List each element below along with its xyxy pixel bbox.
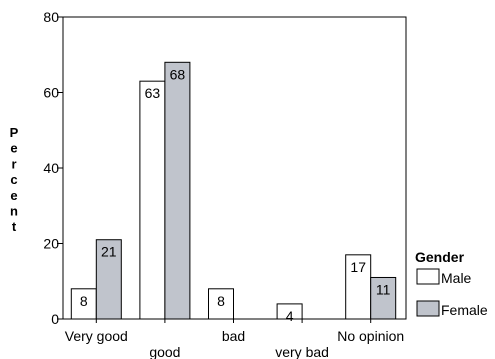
y-axis-title-letter: t (12, 219, 17, 234)
legend: Gender Male Female (415, 249, 488, 318)
x-axis: Very good good bad very bad No opinion (65, 319, 404, 359)
x-category-label: No opinion (337, 328, 404, 344)
data-label: 8 (217, 293, 225, 309)
x-category-label: good (149, 344, 180, 359)
x-category-label: Very good (65, 328, 128, 344)
y-axis: 0 20 40 60 80 (43, 9, 63, 327)
legend-label-female: Female (441, 302, 488, 318)
bar-female-0 (95, 239, 122, 320)
legend-swatch-female (416, 300, 440, 317)
y-tick-label: 80 (43, 9, 59, 25)
bar-female-4 (370, 276, 397, 320)
legend-title: Gender (415, 249, 465, 265)
y-axis-title-letter: r (11, 156, 16, 171)
data-label: 11 (376, 281, 391, 297)
bar-male-2 (208, 288, 234, 320)
bars: 8 21 63 68 8 4 17 11 (70, 61, 397, 324)
data-label: 21 (101, 244, 117, 260)
data-label: 8 (80, 293, 88, 309)
y-axis-title-letter: P (10, 125, 19, 140)
data-label: 63 (145, 85, 161, 101)
bar-male-3 (276, 303, 303, 320)
y-axis-title-letter: e (10, 188, 17, 203)
legend-label-male: Male (441, 270, 472, 286)
y-tick-label: 20 (43, 236, 59, 252)
bar-male-4 (345, 254, 372, 320)
y-axis-title-letter: c (10, 172, 17, 187)
y-tick-label: 40 (43, 160, 59, 176)
y-tick-label: 0 (51, 311, 59, 327)
data-label: 68 (170, 66, 186, 82)
y-axis-title-letter: e (10, 141, 17, 156)
data-label: 4 (286, 308, 294, 324)
y-axis-title-letter: n (10, 204, 18, 219)
bar-female-1 (164, 61, 191, 320)
legend-swatch-male (416, 268, 440, 285)
data-label: 17 (350, 259, 366, 275)
x-category-label: very bad (275, 344, 329, 359)
bar-male-1 (139, 80, 166, 320)
y-tick-label: 60 (43, 85, 59, 101)
x-category-label: bad (222, 328, 245, 344)
